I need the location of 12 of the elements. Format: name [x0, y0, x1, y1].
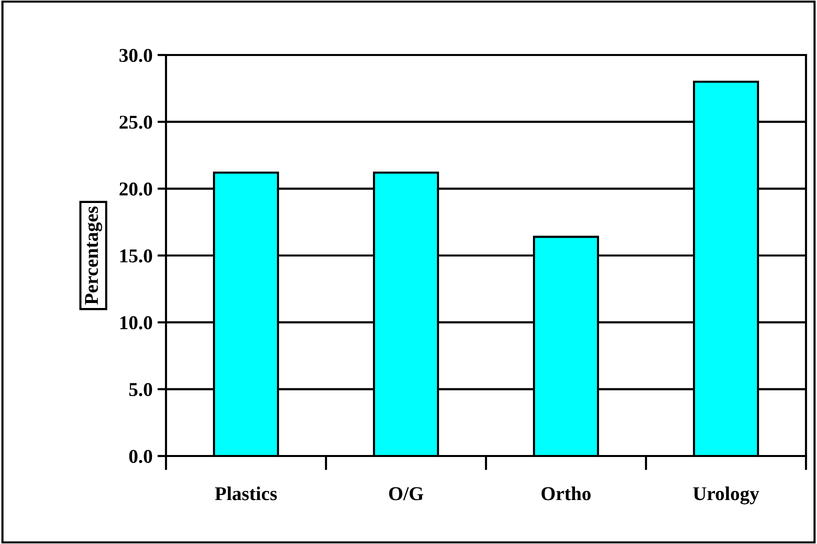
y-tick-label: 0.0 [129, 450, 152, 464]
x-tick-label: Ortho [542, 486, 591, 500]
y-tick-label: 10.0 [120, 316, 152, 330]
y-tick-label: 25.0 [120, 116, 152, 129]
y-axis-title: Percentages [85, 206, 102, 305]
y-tick-label: 5.0 [129, 382, 152, 396]
x-tick-label: Urology [693, 486, 760, 504]
x-tick-label: O/G [389, 487, 424, 500]
y-tick-label: 30.0 [120, 48, 152, 62]
y-tick-label: 15.0 [120, 249, 152, 263]
y-tick-label: 20.0 [120, 182, 152, 196]
x-tick-label: Plastics [215, 486, 277, 500]
